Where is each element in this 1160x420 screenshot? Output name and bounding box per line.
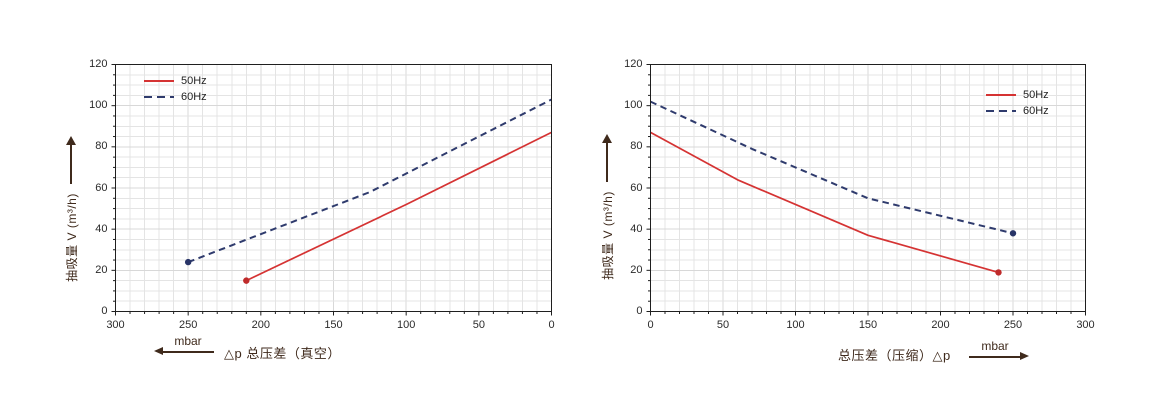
y-tick-label: 120 [624, 58, 643, 70]
legend-swatch-solid-line [986, 94, 1016, 96]
up-arrow-icon [606, 142, 608, 183]
x-tick-label: 300 [106, 318, 125, 331]
x-tick-label: 150 [324, 318, 343, 331]
legend-compression: 50Hz 60Hz [986, 87, 1049, 119]
x-tick-label: 100 [396, 318, 416, 331]
x-tick-label: 200 [931, 318, 950, 331]
legend-label-50hz: 50Hz [181, 75, 207, 87]
legend-item-50hz: 50Hz [986, 87, 1049, 103]
left-arrow-icon [154, 348, 214, 354]
x-axis-title-compression: 总压差（压缩）△p [838, 348, 951, 363]
x-tick-label: 0 [647, 318, 654, 331]
x-tick-label: 300 [1076, 318, 1095, 331]
y-tick-label: 60 [630, 181, 643, 194]
legend-swatch-dashed-line [144, 96, 174, 98]
y-tick-label: 80 [630, 140, 643, 153]
y-tick-label: 120 [89, 58, 108, 70]
y-tick-label: 40 [630, 222, 643, 235]
y-tick-label: 80 [95, 140, 108, 153]
y-tick-label: 20 [630, 263, 643, 276]
x-tick-label: 100 [786, 318, 805, 331]
x-tick-label: 250 [1003, 318, 1023, 331]
x-tick-label: 150 [858, 318, 878, 331]
legend-swatch-dashed-line [986, 110, 1016, 112]
x-tick-label: 50 [472, 318, 485, 331]
y-tick-label: 0 [101, 305, 108, 317]
legend-label-60hz: 60Hz [181, 91, 207, 103]
y-tick-label: 20 [95, 263, 108, 276]
x-tick-label: 50 [716, 318, 730, 331]
legend-vacuum: 50Hz 60Hz [144, 73, 207, 105]
right-arrow-icon [969, 353, 1029, 359]
legend-label-50hz: 50Hz [1023, 89, 1049, 101]
y-tick-label: 100 [624, 99, 643, 112]
legend-item-60hz: 60Hz [144, 89, 207, 105]
up-arrow-icon [70, 144, 72, 185]
y-tick-label: 100 [89, 99, 108, 112]
x-axis-title-vacuum: △p 总压差（真空） [224, 346, 341, 361]
legend-swatch-solid-line [144, 80, 174, 82]
x-tick-label: 250 [178, 318, 198, 331]
legend-label-60hz: 60Hz [1023, 105, 1049, 117]
y-tick-label: 40 [95, 222, 108, 235]
y-tick-label: 0 [636, 305, 643, 317]
x-axis-unit-vacuum: mbar [154, 334, 217, 354]
x-axis-unit-compression: mbar [966, 339, 1029, 359]
unit-mbar: mbar [174, 334, 202, 348]
legend-item-50hz: 50Hz [144, 73, 207, 89]
x-tick-label: 0 [548, 318, 555, 331]
y-tick-label: 60 [95, 181, 108, 194]
x-tick-label: 200 [251, 318, 270, 331]
legend-item-60hz: 60Hz [986, 103, 1049, 119]
unit-mbar: mbar [981, 339, 1009, 353]
